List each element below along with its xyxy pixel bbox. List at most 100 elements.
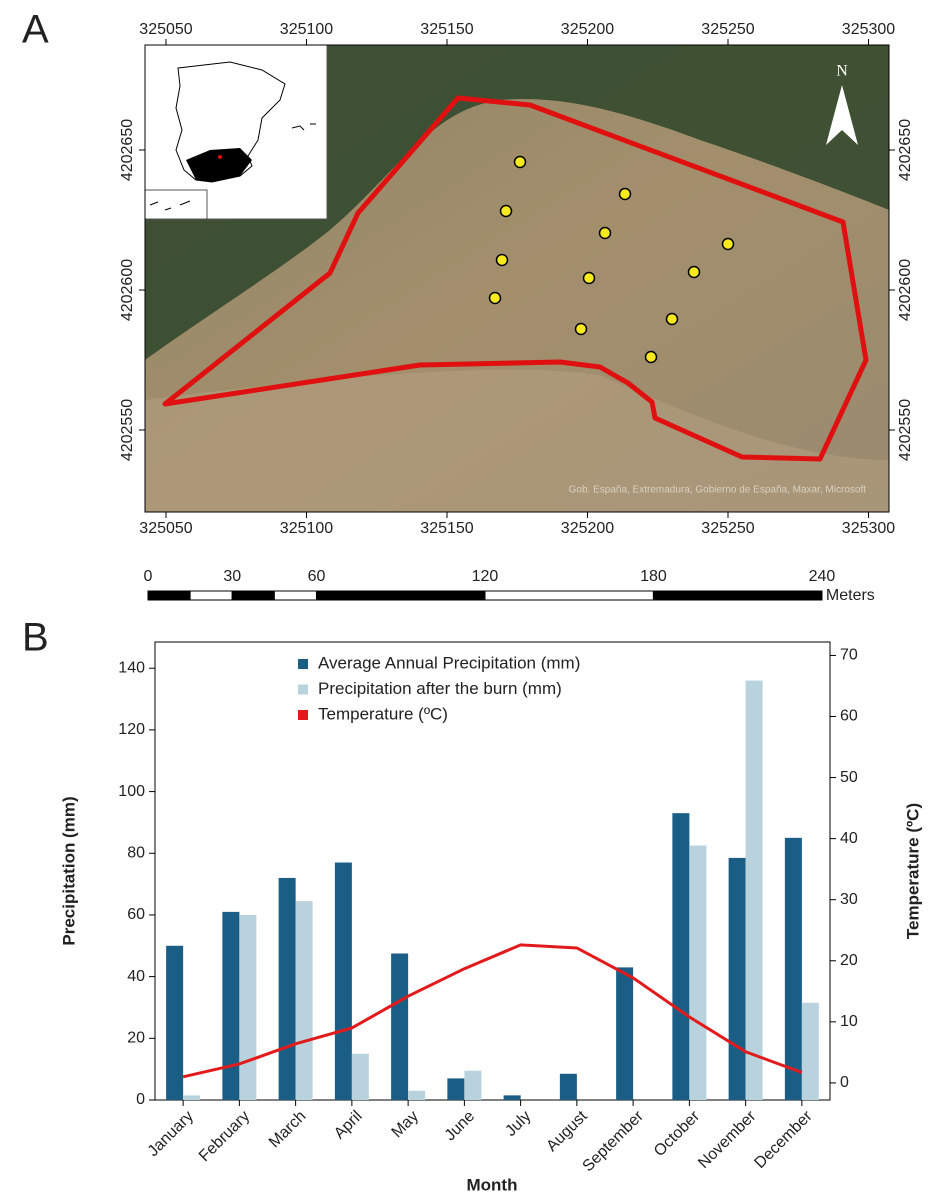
bar (166, 945, 184, 1100)
y2-tick-label: 70 (840, 647, 858, 664)
y-tick-label: 4202600 (119, 259, 136, 321)
y2-tick-label: 50 (840, 769, 858, 786)
bar (728, 857, 746, 1100)
y-tick-label: 140 (118, 659, 145, 676)
x-tick-label: 325150 (420, 21, 473, 38)
scale-bar-segment (189, 590, 233, 601)
x-tick-label: April (331, 1108, 366, 1143)
bar (278, 877, 296, 1100)
y-tick-label: 80 (127, 844, 145, 861)
map-frame (144, 44, 890, 513)
panel-label: A (22, 8, 49, 52)
legend-label: Temperature (ºC) (318, 704, 448, 723)
x-tick-label: November (695, 1107, 760, 1172)
bar (183, 1095, 201, 1100)
legend-swatch (298, 710, 308, 720)
y-tick-label: 4202550 (119, 399, 136, 461)
y-tick-label: 4202650 (897, 119, 914, 181)
scale-tick-label: 180 (640, 568, 667, 585)
x-tick-label: 325250 (701, 21, 754, 38)
bar (784, 837, 802, 1100)
x-tick-label: June (442, 1108, 479, 1145)
bar (295, 901, 313, 1100)
y2-tick-label: 20 (840, 952, 858, 969)
x-tick-label: December (751, 1107, 816, 1172)
scale-tick-label: 120 (472, 568, 499, 585)
north-arrow (826, 85, 858, 145)
scale-bar-segment (652, 590, 823, 601)
iberia-outline (175, 61, 286, 183)
y2-tick-label: 0 (840, 1074, 849, 1091)
bar (222, 911, 240, 1100)
bar (408, 1090, 426, 1100)
y-tick-label: 4202600 (897, 259, 914, 321)
y2-tick-label: 60 (840, 708, 858, 725)
legend-label: Average Annual Precipitation (mm) (318, 653, 580, 672)
x-tick-label: 325050 (139, 21, 192, 38)
x-axis-title: Month (467, 1175, 518, 1194)
x-tick-label: July (502, 1108, 534, 1140)
y-tick-label: 40 (127, 968, 145, 985)
y-tick-label: 120 (118, 721, 145, 738)
x-tick-label: 325050 (139, 520, 192, 537)
x-tick-label: May (389, 1108, 422, 1141)
y-tick-label: 0 (136, 1091, 145, 1108)
bar (503, 1095, 521, 1100)
x-tick-label: February (196, 1108, 253, 1165)
north-label: N (836, 63, 848, 80)
legend-swatch (298, 659, 308, 669)
andalusia (186, 148, 252, 182)
scale-tick-label: 0 (144, 568, 153, 585)
panel-label: B (22, 616, 49, 660)
x-tick-label: March (266, 1108, 309, 1151)
scale-tick-label: 240 (809, 568, 836, 585)
y2-tick-label: 30 (840, 891, 858, 908)
bar (239, 914, 257, 1100)
scale-bar-segment (147, 590, 191, 601)
y-axis-title: Precipitation (mm) (59, 796, 78, 945)
x-tick-label: September (580, 1107, 648, 1175)
scale-tick-label: 30 (223, 568, 241, 585)
x-tick-label: August (543, 1107, 591, 1155)
y2-tick-label: 10 (840, 1013, 858, 1030)
x-tick-label: 325300 (842, 520, 895, 537)
x-tick-label: 325150 (420, 520, 473, 537)
bar (801, 1002, 819, 1100)
legend-swatch (298, 684, 308, 695)
y2-tick-label: 40 (840, 830, 858, 847)
y-tick-label: 4202550 (897, 399, 914, 461)
legend-label: Precipitation after the burn (mm) (318, 679, 562, 698)
burn-plot-boundary (162, 95, 869, 462)
bar (745, 680, 763, 1100)
scale-tick-label: 60 (308, 568, 326, 585)
islands (149, 123, 316, 211)
y-tick-label: 20 (127, 1030, 145, 1047)
forest (145, 45, 889, 360)
y2-axis-title: Temperature (ºC) (903, 803, 922, 939)
temperature-line (182, 943, 803, 1079)
x-tick-label: 325250 (701, 520, 754, 537)
y-tick-label: 60 (127, 906, 145, 923)
scale-bar-segment (315, 590, 486, 601)
y-tick-label: 4202650 (119, 119, 136, 181)
x-tick-label: 325200 (561, 21, 614, 38)
x-tick-label: 325100 (280, 21, 333, 38)
y-tick-label: 100 (118, 783, 145, 800)
scale-bar-segment (484, 590, 654, 601)
track (145, 369, 889, 512)
inset-map (144, 44, 328, 220)
x-tick-label: January (145, 1108, 197, 1160)
scale-unit: Meters (826, 587, 875, 604)
site-location (218, 155, 222, 159)
plot-frame (154, 641, 831, 1101)
bar (616, 967, 634, 1100)
map-panel: N Gob. España, Extremadura, Gobierno de … (144, 44, 890, 513)
bar (391, 953, 409, 1100)
x-tick-label: 325200 (561, 520, 614, 537)
bar (447, 1078, 465, 1100)
bar (334, 862, 352, 1100)
bar (559, 1073, 577, 1100)
bar (351, 1053, 369, 1100)
x-tick-label: 325100 (280, 520, 333, 537)
